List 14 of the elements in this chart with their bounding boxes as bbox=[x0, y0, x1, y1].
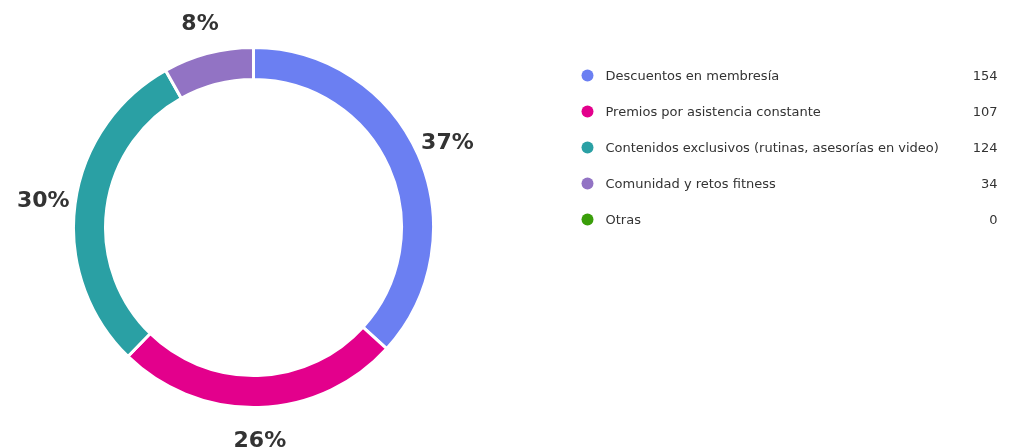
data-label: 107 bbox=[972, 104, 998, 119]
text: 0 bbox=[989, 212, 998, 227]
data-label: 154 bbox=[972, 68, 998, 83]
legend-label: Contenidos exclusivos (rutinas, asesorías en video) bbox=[605, 140, 939, 155]
legend-label: Otras bbox=[605, 212, 642, 227]
legend-label: Descuentos en membresía bbox=[605, 68, 780, 83]
legend-label: Comunidad y retos fitness bbox=[605, 176, 777, 191]
text: 37% bbox=[421, 129, 474, 155]
data-label: 34 bbox=[980, 176, 998, 191]
text: 26% bbox=[233, 426, 287, 448]
text: 30% bbox=[16, 187, 70, 213]
text: 8% bbox=[181, 9, 219, 35]
data-label: 124 bbox=[972, 140, 998, 155]
legend-label: Premios por asistencia constante bbox=[605, 104, 821, 119]
